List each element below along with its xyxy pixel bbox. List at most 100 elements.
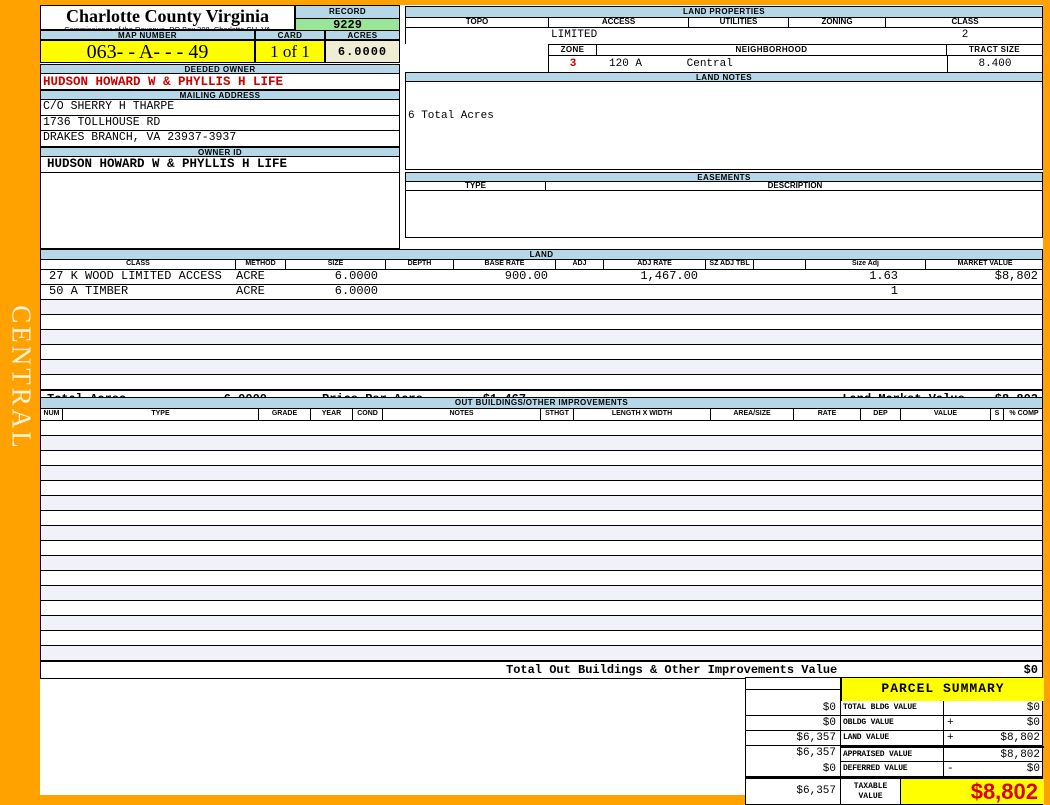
map-number-value: 063- - A- - - 49 [40,40,255,63]
summary-value: - $0 [947,763,1040,775]
land-empty-row [40,315,1043,330]
address-line: C/O SHERRY H THARPE [41,100,399,116]
deeded-owner-label: DEEDED OWNER [40,64,400,74]
prior-value: $6,357 [746,746,841,762]
ob-empty-row [40,436,1043,451]
neighborhood-code: 120 A [609,58,643,70]
summary-op: + [947,717,954,729]
land-col-size-adj: Size Adj [806,260,926,269]
land-empty-row [40,345,1043,360]
tract-size-label: TRACT SIZE [947,45,1042,55]
ob-col-sthgt: STHGT [541,409,574,420]
land-cell: 1 [890,285,898,298]
mailing-address-box: C/O SHERRY H THARPE 1736 TOLLHOUSE RD DR… [40,100,400,147]
out-buildings-total-row: Total Out Buildings & Other Improvements… [40,661,1043,679]
parcel-summary: PARCEL SUMMARY $0 TOTAL BLDG VALUE $0 $0… [745,677,1044,805]
ob-empty-row [40,421,1043,436]
land-cell [386,270,454,284]
ob-empty-row [40,496,1043,511]
land-empty-row [40,375,1043,390]
summary-label: LAND VALUE [841,731,944,745]
class-value: 2 [961,29,969,41]
tract-size-value: 8.400 [947,56,1042,72]
land-cell: 1,467.00 [640,270,698,283]
zoning-label: ZONING [789,18,886,27]
prior-value: $0 [746,701,841,715]
owner-notes-box [40,173,400,249]
out-buildings-section: OUT BUILDINGS/OTHER IMPROVEMENTS NUM TYP… [40,397,1043,679]
zone-label: ZONE [549,45,597,55]
ob-empty-row [40,631,1043,646]
summary-value: $0 [1026,702,1040,714]
land-section-label: LAND [40,249,1043,260]
summary-row-obldg: $0 OBLDG VALUE + $0 [746,716,1042,731]
land-notes-box: 6 Total Acres [405,82,1043,170]
summary-value: + $8,802 [947,732,1040,744]
out-buildings-total-value: $0 [1023,663,1038,677]
ob-empty-row [40,646,1043,661]
prior-value: $0 [746,762,841,776]
land-notes-text: 6 Total Acres [408,110,494,122]
record-box: RECORD 9229 [295,5,400,33]
topo-label: TOPO [406,18,549,27]
easement-type-label: TYPE [406,182,546,190]
land-cell: 1.63 [869,270,898,283]
zone-value: 3 [569,58,577,70]
card-label: CARD [255,30,325,40]
land-cell [386,285,454,299]
land-cell: 900.00 [504,270,548,283]
summary-op: - [947,763,954,775]
ob-empty-row [40,586,1043,601]
ob-col-value: VALUE [901,409,991,420]
ob-col-grade: GRADE [259,409,311,420]
summary-label: OBLDG VALUE [841,716,944,730]
county-header-box: Charlotte County Virginia Commissioner o… [40,5,295,34]
address-line: 1736 TOLLHOUSE RD [41,116,399,131]
ob-col-cond: COND [353,409,383,420]
land-col-adj-rate: ADJ RATE [604,260,706,269]
land-col-depth: DEPTH [386,260,454,269]
ob-empty-row [40,616,1043,631]
land-cell: 6.0000 [334,285,378,298]
land-cell [556,285,604,299]
land-cell: 50 A TIMBER [49,285,129,298]
summary-value: $8,802 [944,746,1044,762]
region-label-central: CENTRAL [6,305,37,451]
access-value: LIMITED [551,29,598,41]
ob-col-num: NUM [41,409,63,420]
deeded-owner-value: HUDSON HOWARD W & PHYLLIS H LIFE [40,74,400,90]
ob-col-type: TYPE [63,409,259,420]
land-empty-row [40,360,1043,375]
ob-col-notes: NOTES [383,409,541,420]
easements-label: EASEMENTS [405,172,1043,182]
neighborhood-label: NEIGHBORHOOD [597,45,947,55]
land-col-market-value: MARKET VALUE [957,260,1013,267]
owner-id-label: OWNER ID [40,147,400,157]
ob-empty-row [40,466,1043,481]
land-col-adj: ADJ [556,260,604,269]
acres-label: ACRES [325,30,400,40]
land-cell [754,285,806,299]
easement-description-label: DESCRIPTION [767,181,823,190]
land-cell: 27 K WOOD LIMITED ACCESS [49,270,222,283]
parcel-prior-header [746,678,841,701]
ob-col-area-size: AREA/SIZE [711,409,794,420]
land-col-class: CLASS [41,260,236,269]
easements-box [405,191,1043,238]
ob-empty-row [40,526,1043,541]
summary-label: TOTAL BLDG VALUE [841,701,944,715]
ob-col-pct-comp: % COMP [1009,410,1039,417]
land-empty-row [40,330,1043,345]
prior-value: $6,357 [746,731,841,745]
land-table-header: CLASS METHOD SIZE DEPTH BASE RATE ADJ AD… [40,260,1043,270]
acres-value: 6.0000 [325,40,400,63]
land-cell: $8,802 [994,270,1038,283]
property-record-card: Charlotte County Virginia Commissioner o… [40,5,1044,805]
land-properties-label: LAND PROPERTIES [405,6,1043,18]
summary-label: DEFERRED VALUE [841,762,944,776]
ob-col-dep: DEP [861,409,901,420]
commissioner-line: Commissioner of the Revenue, PO Box 308,… [41,26,294,34]
address-line: DRAKES BRANCH, VA 23937-3937 [41,131,399,147]
land-cell [556,270,604,284]
owner-id-value: HUDSON HOWARD W & PHYLLIS H LIFE [40,157,400,173]
